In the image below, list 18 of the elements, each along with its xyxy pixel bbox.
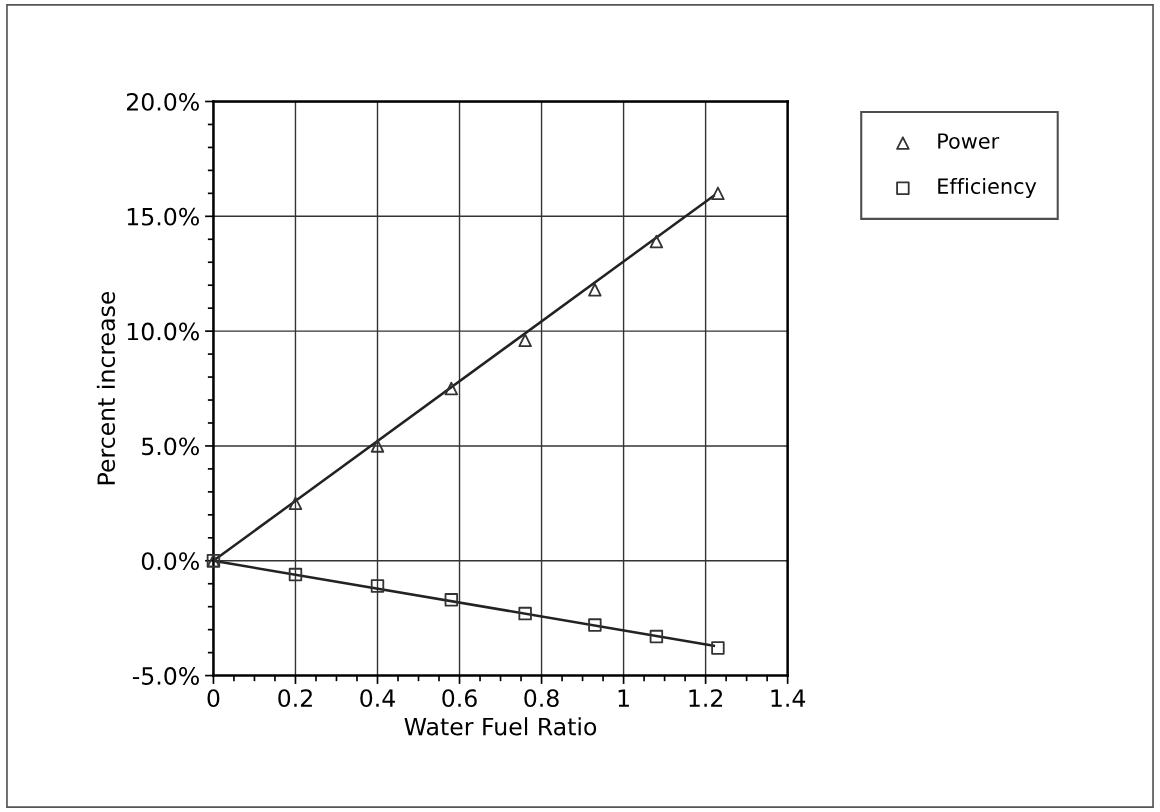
y-tick-label: 15.0% (127, 207, 199, 226)
legend-label: Power (938, 133, 1000, 149)
y-tick-label: -5.0% (132, 667, 199, 685)
x-tick-label: 0.8 (524, 689, 559, 708)
x-tick-label: 0 (207, 689, 220, 708)
x-tick-label: 1 (618, 689, 629, 707)
legend-label: Efficiency (938, 177, 1037, 199)
x-tick-label: 0.6 (442, 689, 477, 708)
x-tick-label: 1.4 (771, 689, 806, 707)
x-tick-label: 0.4 (360, 689, 395, 708)
y-tick-label: 10.0% (127, 322, 199, 341)
y-axis-title: Percent increase (96, 291, 116, 485)
y-tick-label: 0.0% (141, 552, 199, 571)
x-tick-label: 1.2 (689, 689, 723, 707)
x-axis-title: Water Fuel Ratio (404, 717, 597, 736)
y-tick-label: 5.0% (142, 437, 199, 456)
x-tick-label: 0.2 (278, 689, 312, 708)
y-tick-label: 20.0% (126, 92, 199, 111)
